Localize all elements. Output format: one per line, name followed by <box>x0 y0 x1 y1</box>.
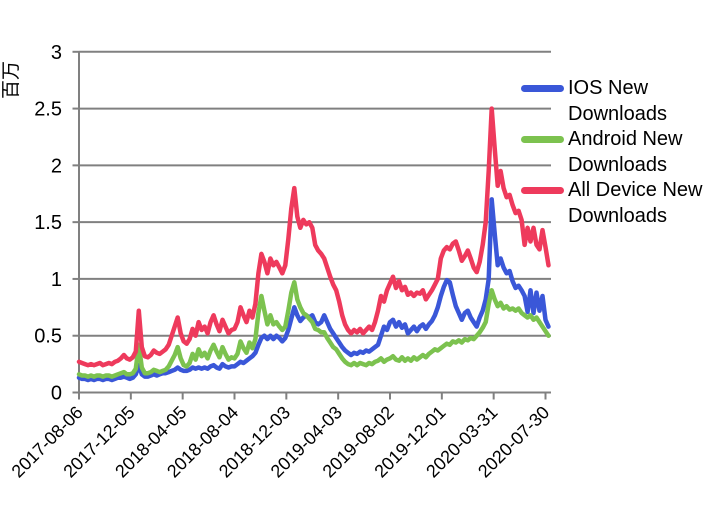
series-line-android-new-downloads <box>76 280 551 379</box>
ytick-label: 1.5 <box>34 212 62 234</box>
ytick-label: 3 <box>51 42 62 64</box>
ios-series-label: IOS New Downloads <box>568 77 667 125</box>
ytick-label: 1 <box>51 269 62 291</box>
y-axis-title: 百万 <box>1 61 22 99</box>
chart-legend: IOS New Downloads Android New Downloads … <box>521 76 707 229</box>
all-device-series-swatch <box>521 187 564 194</box>
ytick-label: 2 <box>51 155 62 177</box>
series-line-ios-new-downloads <box>76 197 551 383</box>
ytick-label: 0.5 <box>34 326 62 348</box>
legend-item-android: Android New Downloads <box>521 127 707 178</box>
ytick-label: 0 <box>51 383 62 405</box>
legend-item-ios: IOS New Downloads <box>521 76 707 127</box>
series-line-all-device-new-downloads <box>76 106 551 368</box>
android-series-label: Android New Downloads <box>568 128 683 176</box>
ytick-label: 2.5 <box>34 99 62 121</box>
legend-item-all-device: All Device New Downloads <box>521 178 707 229</box>
android-series-swatch <box>521 136 564 143</box>
ios-series-swatch <box>521 85 564 92</box>
all-device-series-label: All Device New Downloads <box>568 179 703 227</box>
